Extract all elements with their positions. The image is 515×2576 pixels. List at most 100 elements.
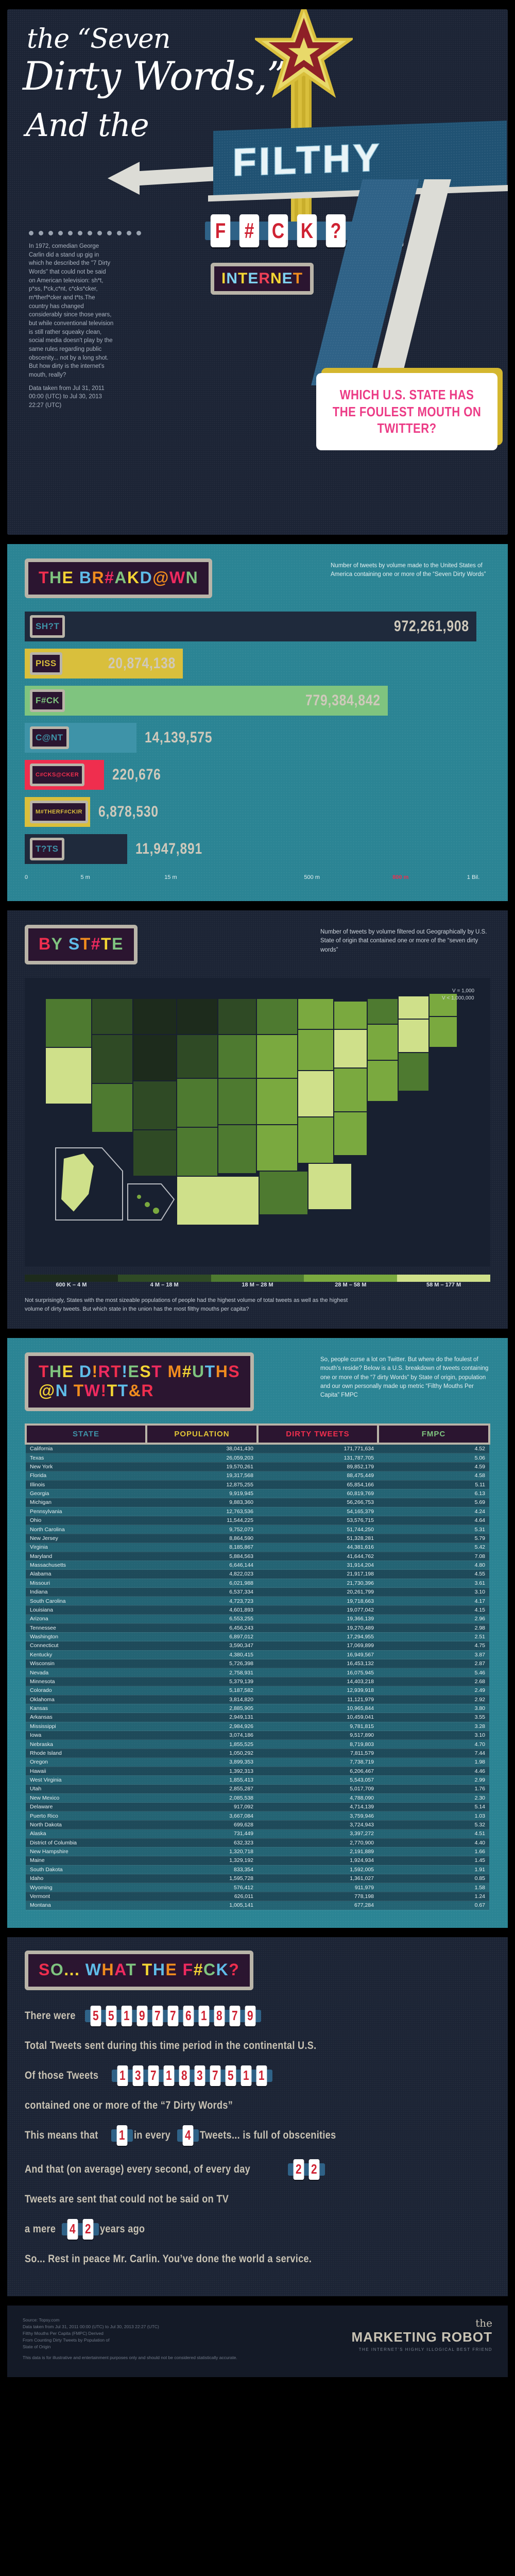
table-cell: 677,284	[258, 1901, 378, 1910]
svg-text:V < 1,000,000: V < 1,000,000	[442, 995, 474, 1001]
table-cell: 16,453,132	[258, 1659, 378, 1669]
table-cell: 4.17	[378, 1596, 489, 1606]
title-char: S	[68, 935, 80, 953]
statement-text: There were	[25, 2009, 76, 2022]
table-cell: Colorado	[26, 1686, 146, 1696]
table-cell: 2,085,538	[146, 1793, 258, 1803]
table-row: Ohio 11,544,225 53,576,715 4.64	[26, 1516, 489, 1526]
table-cell: 5,379,139	[146, 1677, 258, 1687]
number-tile: 8	[179, 2065, 190, 2086]
fcking-letter-tile: F	[210, 214, 231, 247]
table-row: North Dakota 699,628 3,724,943 5.32	[26, 1820, 489, 1830]
states-table-column-header: POPULATION	[145, 1423, 259, 1445]
table-cell: 2.49	[378, 1686, 489, 1696]
footer-source-line: Data taken from Jul 31, 2011 00:00 (UTC)…	[23, 2324, 159, 2329]
table-cell: 51,328,281	[258, 1534, 378, 1544]
dot-divider	[29, 231, 141, 235]
title-char: A	[114, 568, 128, 587]
title-char: R	[141, 1381, 154, 1400]
table-cell: 19,077,042	[258, 1605, 378, 1615]
table-cell: Arkansas	[26, 1713, 146, 1722]
title-char: E	[62, 568, 74, 587]
internet-label: INTERNET	[221, 270, 303, 287]
footer-section: Source: Topsy.com Data taken from Jul 31,…	[7, 2305, 508, 2377]
table-cell: Alaska	[26, 1829, 146, 1839]
table-row: Kentucky 4,380,415 16,949,567 3.87	[26, 1650, 489, 1660]
title-char: N	[185, 568, 199, 587]
table-cell: 19,718,663	[258, 1596, 378, 1606]
table-cell: Missouri	[26, 1579, 146, 1588]
dirtiest-title-badge: THE D!RT!EST M#UTHS @N TW!TT&R	[25, 1352, 254, 1411]
statement-row: And that (on average) every second, of e…	[25, 2159, 490, 2180]
table-cell: 6,537,334	[146, 1587, 258, 1597]
number-tile: 3	[132, 2065, 144, 2086]
table-cell: 4.46	[378, 1767, 489, 1776]
table-cell: 2.68	[378, 1677, 489, 1687]
table-cell: 7.44	[378, 1749, 489, 1758]
title-char: F	[182, 1960, 194, 1979]
table-cell: New York	[26, 1462, 146, 1472]
number-tile: 1	[198, 2005, 210, 2026]
statement-text: Of those Tweets	[25, 2069, 99, 2081]
title-char: A	[114, 1960, 126, 1979]
table-cell: Rhode Island	[26, 1749, 146, 1758]
states-table-body: California 38,041,430 171,771,634 4.52 Texas…	[26, 1444, 489, 1910]
table-cell: 4.52	[378, 1444, 489, 1454]
number-tile: 5	[106, 2005, 117, 2026]
table-cell: 31,914,204	[258, 1561, 378, 1570]
title-char: #	[182, 1362, 193, 1381]
number-tile: 1	[121, 2005, 132, 2026]
table-cell: 2,984,926	[146, 1722, 258, 1732]
table-cell: 4.59	[378, 1462, 489, 1472]
statement-text: So... Rest in peace Mr. Carlin. You’ve d…	[25, 2252, 312, 2265]
statement-row: Tweets are sent that could not be said o…	[25, 2193, 490, 2206]
table-cell: 51,744,250	[258, 1524, 378, 1534]
title-char: R	[98, 1362, 111, 1381]
table-cell: 2,770,900	[258, 1838, 378, 1848]
table-row: Iowa 3,074,186 9,517,890 3.10	[26, 1731, 489, 1740]
number-tile: 5	[225, 2065, 236, 2086]
table-cell: Alabama	[26, 1569, 146, 1579]
table-row: Idaho 1,595,728 1,361,027 0.85	[26, 1874, 489, 1884]
bar: F#CK 779,384,842	[25, 686, 388, 716]
title-char: D	[79, 1362, 92, 1381]
table-cell: Minnesota	[26, 1677, 146, 1687]
dirtiest-mouths-section: THE D!RT!EST M#UTHS @N TW!TT&R So, peopl…	[7, 1338, 508, 1928]
title-char: H	[152, 1960, 166, 1979]
table-cell: Connecticut	[26, 1641, 146, 1651]
number-tile: 1	[163, 2065, 175, 2086]
legend-swatch	[304, 1275, 398, 1282]
title-char: H	[101, 1960, 115, 1979]
table-row: West Virginia 1,855,413 5,543,057 2.99	[26, 1775, 489, 1785]
axis-tick: 5 m	[80, 874, 90, 880]
table-cell: New Jersey	[26, 1534, 146, 1544]
table-row: California 38,041,430 171,771,634 4.52	[26, 1444, 489, 1454]
table-cell: 5,543,057	[258, 1775, 378, 1785]
table-cell: 5.69	[378, 1498, 489, 1507]
title-char: .	[75, 1960, 80, 1979]
table-row: Nebraska 1,855,525 8,719,803 4.70	[26, 1739, 489, 1749]
states-table: STATE POPULATION DIRTY TWEETS FMPC Californ…	[25, 1423, 490, 1910]
table-row: Alabama 4,822,023 21,917,198 4.55	[26, 1569, 489, 1579]
table-row: Nevada 2,758,931 16,075,945 5.46	[26, 1668, 489, 1677]
table-cell: Arizona	[26, 1614, 146, 1624]
bystate-note: Number of tweets by volume filtered out …	[320, 929, 487, 953]
table-cell: 3.28	[378, 1722, 489, 1732]
table-cell: 53,576,715	[258, 1516, 378, 1526]
table-cell: Wisconsin	[26, 1659, 146, 1669]
number-tile: 7	[152, 2005, 163, 2026]
table-cell: 17,069,899	[258, 1641, 378, 1651]
sowhat-title: SO... WHAT THE F#CK?	[39, 1960, 239, 1979]
table-cell: 917,092	[146, 1802, 258, 1812]
table-row: Indiana 6,537,334 20,261,799 3.10	[26, 1587, 489, 1597]
bar-value-label: 779,384,842	[305, 692, 381, 709]
table-cell: 60,819,769	[258, 1489, 378, 1499]
table-cell: Hawaii	[26, 1767, 146, 1776]
table-cell: Ohio	[26, 1516, 146, 1526]
title-char	[136, 1960, 142, 1979]
table-cell: Wyoming	[26, 1883, 146, 1892]
table-cell: 2.92	[378, 1695, 489, 1704]
table-cell: 9,781,815	[258, 1722, 378, 1732]
table-row: Texas 26,059,203 131,787,705 5.06	[26, 1453, 489, 1463]
